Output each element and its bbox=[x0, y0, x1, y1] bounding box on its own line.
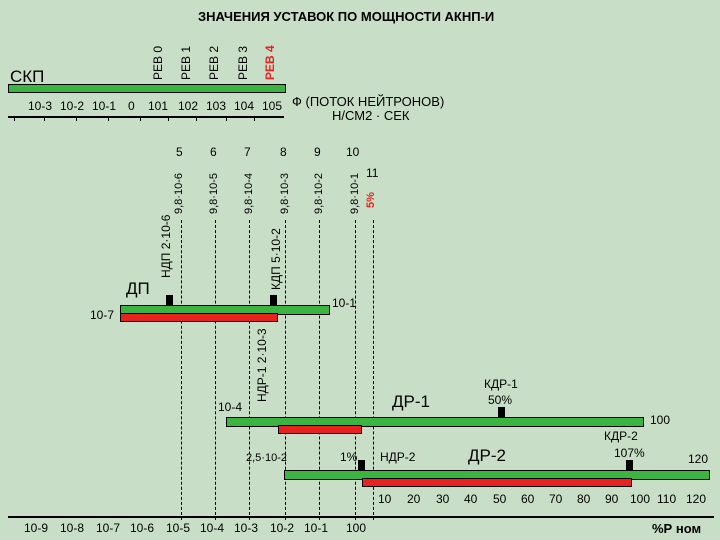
dr1-left-value: 10-4 bbox=[218, 400, 243, 414]
setpoint-number: 5 bbox=[176, 145, 183, 159]
percent-tick: 60 bbox=[521, 492, 535, 506]
setpoint-number: 11 bbox=[366, 166, 379, 180]
skp-label: СКП bbox=[10, 67, 45, 86]
ndr2-marker bbox=[358, 460, 365, 470]
flux-tick: 10-2 bbox=[60, 99, 85, 113]
reb-1-label: РЕВ 1 bbox=[179, 45, 193, 80]
bottom-tick: 10-8 bbox=[60, 521, 85, 535]
dr2-one-percent: 1% bbox=[340, 450, 358, 464]
page-title: ЗНАЧЕНИЯ УСТАВОК ПО МОЩНОСТИ АКНП-И bbox=[198, 9, 495, 24]
flux-tick: 0 bbox=[128, 99, 135, 113]
bottom-tick: 100 bbox=[346, 521, 367, 535]
flux-axis-unit: Н/СМ2 · СЕК bbox=[332, 108, 410, 123]
setpoint-value: 9,8·10-2 bbox=[313, 173, 325, 214]
flux-tick: 104 bbox=[234, 99, 255, 113]
kdr1-marker bbox=[498, 407, 505, 417]
setpoint-value: 9,8·10-4 bbox=[243, 173, 255, 214]
percent-tick: 80 bbox=[577, 492, 591, 506]
kdr2-marker bbox=[626, 460, 633, 470]
reb-2-label: РЕВ 2 bbox=[207, 45, 221, 80]
setpoint-5-line bbox=[181, 220, 182, 520]
bottom-axis-line bbox=[8, 516, 714, 518]
kdp-label: КДП 5·10-2 bbox=[269, 228, 283, 290]
flux-tick: 102 bbox=[178, 99, 199, 113]
percent-tick: 120 bbox=[686, 492, 707, 506]
setpoint-10-line bbox=[355, 220, 356, 520]
bottom-tick: 10-4 bbox=[200, 521, 225, 535]
bottom-tick: 10-5 bbox=[166, 521, 191, 535]
bottom-tick: 10-7 bbox=[96, 521, 121, 535]
setpoint-number: 7 bbox=[244, 145, 251, 159]
bottom-tick: 10-1 bbox=[304, 521, 329, 535]
dr2-red-bar bbox=[362, 478, 632, 487]
kdp-marker bbox=[270, 295, 277, 305]
flux-tick: 103 bbox=[206, 99, 227, 113]
setpoint-11-value: 5% bbox=[365, 192, 377, 208]
flux-tick: 101 bbox=[148, 99, 169, 113]
setpoint-11-line bbox=[373, 220, 374, 520]
setpoint-number: 8 bbox=[280, 145, 287, 159]
dr2-label: ДР-2 bbox=[468, 446, 506, 465]
ndr2-label: НДР-2 bbox=[380, 450, 416, 464]
reb-0-label: РЕВ 0 bbox=[151, 45, 165, 80]
bottom-unit: %Р ном bbox=[652, 521, 702, 536]
percent-tick: 10 bbox=[378, 492, 392, 506]
percent-tick: 40 bbox=[464, 492, 478, 506]
setpoint-number: 10 bbox=[346, 145, 360, 159]
dp-label: ДП bbox=[126, 279, 150, 298]
percent-tick: 110 bbox=[657, 492, 677, 506]
percent-tick: 50 bbox=[493, 492, 507, 506]
kdr1-label: КДР-1 bbox=[484, 377, 518, 391]
flux-axis-label: Ф (ПОТОК НЕЙТРОНОВ) bbox=[292, 94, 445, 109]
dr1-red-bar bbox=[278, 425, 362, 434]
flux-axis-line bbox=[8, 116, 284, 118]
setpoint-number: 9 bbox=[314, 145, 321, 159]
kdr2-label: КДР-2 bbox=[604, 429, 638, 443]
setpoint-9-line bbox=[319, 220, 320, 520]
bottom-tick: 10-3 bbox=[234, 521, 259, 535]
dr2-right-value: 120 bbox=[688, 452, 709, 466]
percent-tick: 30 bbox=[436, 492, 450, 506]
percent-tick: 70 bbox=[549, 492, 563, 506]
setpoint-8-line bbox=[285, 220, 286, 520]
percent-tick: 20 bbox=[407, 492, 421, 506]
flux-ticks bbox=[14, 116, 284, 121]
bottom-tick: 10-2 bbox=[270, 521, 295, 535]
dr2-left-value: 2,5·10-2 bbox=[246, 452, 287, 464]
kdr1-percent: 50% bbox=[488, 393, 513, 407]
setpoint-value: 9,8·10-5 bbox=[208, 173, 220, 214]
setpoint-value: 9,8·10-6 bbox=[173, 173, 185, 214]
skp-bar bbox=[8, 84, 286, 93]
reb-3-label: РЕВ 3 bbox=[236, 45, 250, 80]
flux-tick: 10-1 bbox=[92, 99, 117, 113]
ndr1-label: НДР-1 2·10-3 bbox=[255, 328, 269, 403]
percent-tick: 100 bbox=[630, 492, 651, 506]
setpoint-7-line bbox=[249, 220, 250, 520]
setpoint-number: 6 bbox=[210, 145, 217, 159]
bottom-tick: 10-6 bbox=[130, 521, 155, 535]
setpoint-value: 9,8·10-1 bbox=[349, 173, 361, 214]
dr1-right-value: 100 bbox=[650, 413, 671, 427]
ndp-label: НДП 2·10-6 bbox=[159, 214, 173, 278]
dp-right-value: 10-1 bbox=[332, 296, 357, 310]
flux-tick: 105 bbox=[262, 99, 283, 113]
reb-4-label: РЕВ 4 bbox=[263, 45, 277, 80]
ndp-marker bbox=[166, 295, 173, 305]
kdr2-percent: 107% bbox=[614, 446, 645, 460]
setpoint-value: 9,8·10-3 bbox=[279, 173, 291, 214]
flux-tick: 10-3 bbox=[28, 99, 53, 113]
dr1-green-bar bbox=[226, 417, 644, 427]
dp-red-bar bbox=[120, 313, 278, 322]
dr1-label: ДР-1 bbox=[392, 392, 430, 411]
bottom-tick: 10-9 bbox=[24, 521, 49, 535]
dp-left-value: 10-7 bbox=[90, 308, 115, 322]
setpoint-6-line bbox=[215, 220, 216, 520]
percent-tick: 90 bbox=[605, 492, 619, 506]
